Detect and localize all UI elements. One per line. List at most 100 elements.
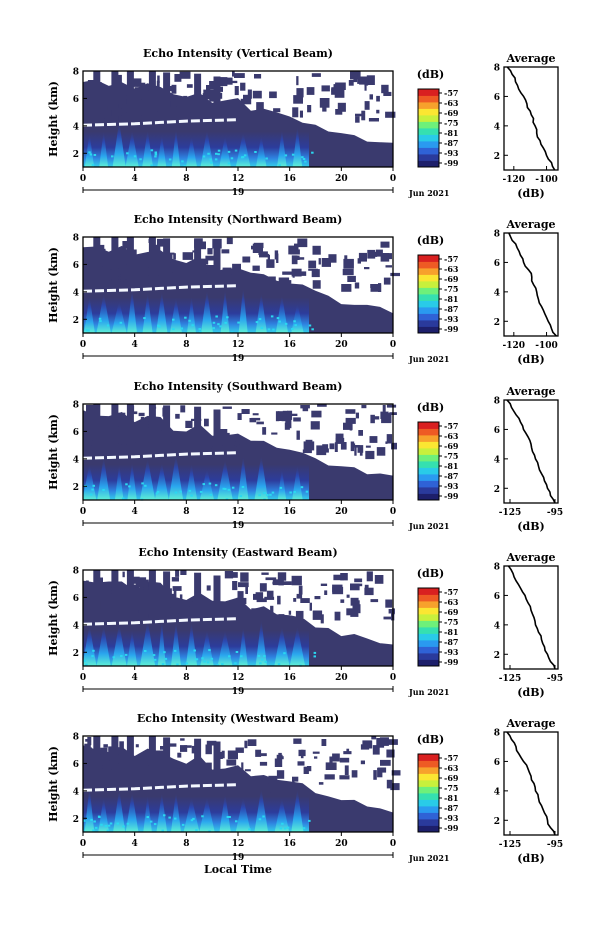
plume <box>125 791 139 832</box>
echo-speckle <box>89 598 98 605</box>
y-tick-label: 2 <box>73 483 79 493</box>
echo-speckle <box>354 446 357 456</box>
echo-speckle <box>83 425 91 429</box>
colorbar-tick-label: -69 <box>444 773 459 783</box>
y-tick-label: 2 <box>73 316 79 326</box>
echo-speckle <box>261 572 269 575</box>
echo-speckle <box>272 328 275 331</box>
echo-speckle <box>226 237 233 245</box>
x-tick-label: 0 <box>80 673 86 683</box>
echo-speckle <box>159 430 162 438</box>
echo-speckle <box>174 817 177 820</box>
echo-speckle <box>270 605 274 613</box>
echo-speckle <box>231 610 234 618</box>
x-tick-label: 0 <box>390 174 396 184</box>
colorbar-swatch <box>418 115 439 122</box>
echo-column <box>213 741 221 805</box>
echo-speckle <box>269 91 277 99</box>
echo-speckle <box>126 822 130 825</box>
echo-column <box>93 237 101 306</box>
x-tick-label: 0 <box>80 507 86 517</box>
colorbar-tick-label: -99 <box>444 823 459 833</box>
echo-speckle <box>175 106 186 116</box>
x-tick-label: 16 <box>283 340 296 350</box>
echo-speckle <box>214 158 218 161</box>
echo-speckle <box>292 275 295 278</box>
echo-speckle <box>189 109 198 113</box>
echo-speckle <box>136 764 141 768</box>
echo-column <box>126 570 134 639</box>
echo-speckle <box>115 74 122 84</box>
average-title: Average <box>505 52 555 65</box>
y-tick-label: 6 <box>73 261 79 271</box>
colorbar-tick-label: -93 <box>444 813 459 823</box>
echo-speckle <box>261 658 264 661</box>
echo-speckle <box>217 153 220 156</box>
echo-speckle <box>146 757 149 764</box>
echo-speckle <box>231 445 237 453</box>
echo-speckle <box>260 326 264 329</box>
echo-speckle <box>176 663 179 666</box>
echo-speckle <box>172 586 182 591</box>
plume <box>292 126 303 167</box>
plume <box>291 788 304 832</box>
echo-speckle <box>329 443 335 450</box>
echo-speckle <box>156 491 160 493</box>
echo-speckle <box>285 418 292 429</box>
echo-speckle <box>273 108 281 113</box>
echo-speckle <box>234 662 237 665</box>
plume <box>168 453 184 500</box>
echo-speckle <box>362 740 373 749</box>
echo-speckle <box>140 259 144 262</box>
average-y-tick-label: 2 <box>494 817 500 827</box>
echo-speckle <box>83 89 88 98</box>
colorbar-tick-label: -69 <box>444 607 459 617</box>
echo-speckle <box>149 820 153 823</box>
date-day: 19 <box>232 687 245 697</box>
echo-speckle <box>369 94 373 100</box>
colorbar-unit: (dB) <box>417 68 444 81</box>
echo-speckle <box>368 118 379 122</box>
echo-column <box>126 237 134 306</box>
echo-speckle <box>209 81 217 90</box>
echo-speckle <box>139 766 145 775</box>
x-tick-label: 4 <box>132 507 138 517</box>
colorbar-swatch <box>418 95 439 103</box>
echo-speckle <box>281 756 284 760</box>
echo-speckle <box>89 153 93 156</box>
echo-speckle <box>303 766 309 774</box>
echo-speckle <box>199 330 202 333</box>
plume <box>237 454 249 500</box>
echo-speckle <box>278 277 290 288</box>
date-month-year: Jun 2021 <box>408 354 449 364</box>
y-tick-label: 2 <box>73 649 79 659</box>
echo-speckle <box>385 111 396 118</box>
x-tick-label: 0 <box>390 507 396 517</box>
echo-speckle <box>353 74 358 83</box>
plume <box>220 288 230 333</box>
echo-speckle <box>181 444 191 450</box>
echo-speckle <box>240 655 243 658</box>
echo-speckle <box>180 738 185 741</box>
echo-speckle <box>291 255 298 265</box>
echo-speckle <box>141 90 146 100</box>
echo-speckle <box>358 604 361 614</box>
echo-speckle <box>348 80 354 86</box>
x-tick-label: 12 <box>232 507 245 517</box>
plume <box>142 292 153 333</box>
echo-speckle <box>308 324 312 327</box>
echo-speckle <box>107 824 111 827</box>
x-tick-label: 4 <box>132 340 138 350</box>
plume <box>201 289 213 333</box>
echo-speckle <box>116 747 122 755</box>
echo-speckle <box>244 769 251 772</box>
echo-speckle <box>292 780 295 787</box>
echo-speckle <box>228 655 231 658</box>
plume <box>82 463 97 500</box>
echo-speckle <box>186 84 193 88</box>
colorbar-swatch <box>418 601 439 608</box>
colorbar-swatch <box>418 467 439 475</box>
echo-speckle <box>354 282 360 289</box>
echo-speckle <box>276 770 285 779</box>
echo-speckle <box>284 322 288 325</box>
